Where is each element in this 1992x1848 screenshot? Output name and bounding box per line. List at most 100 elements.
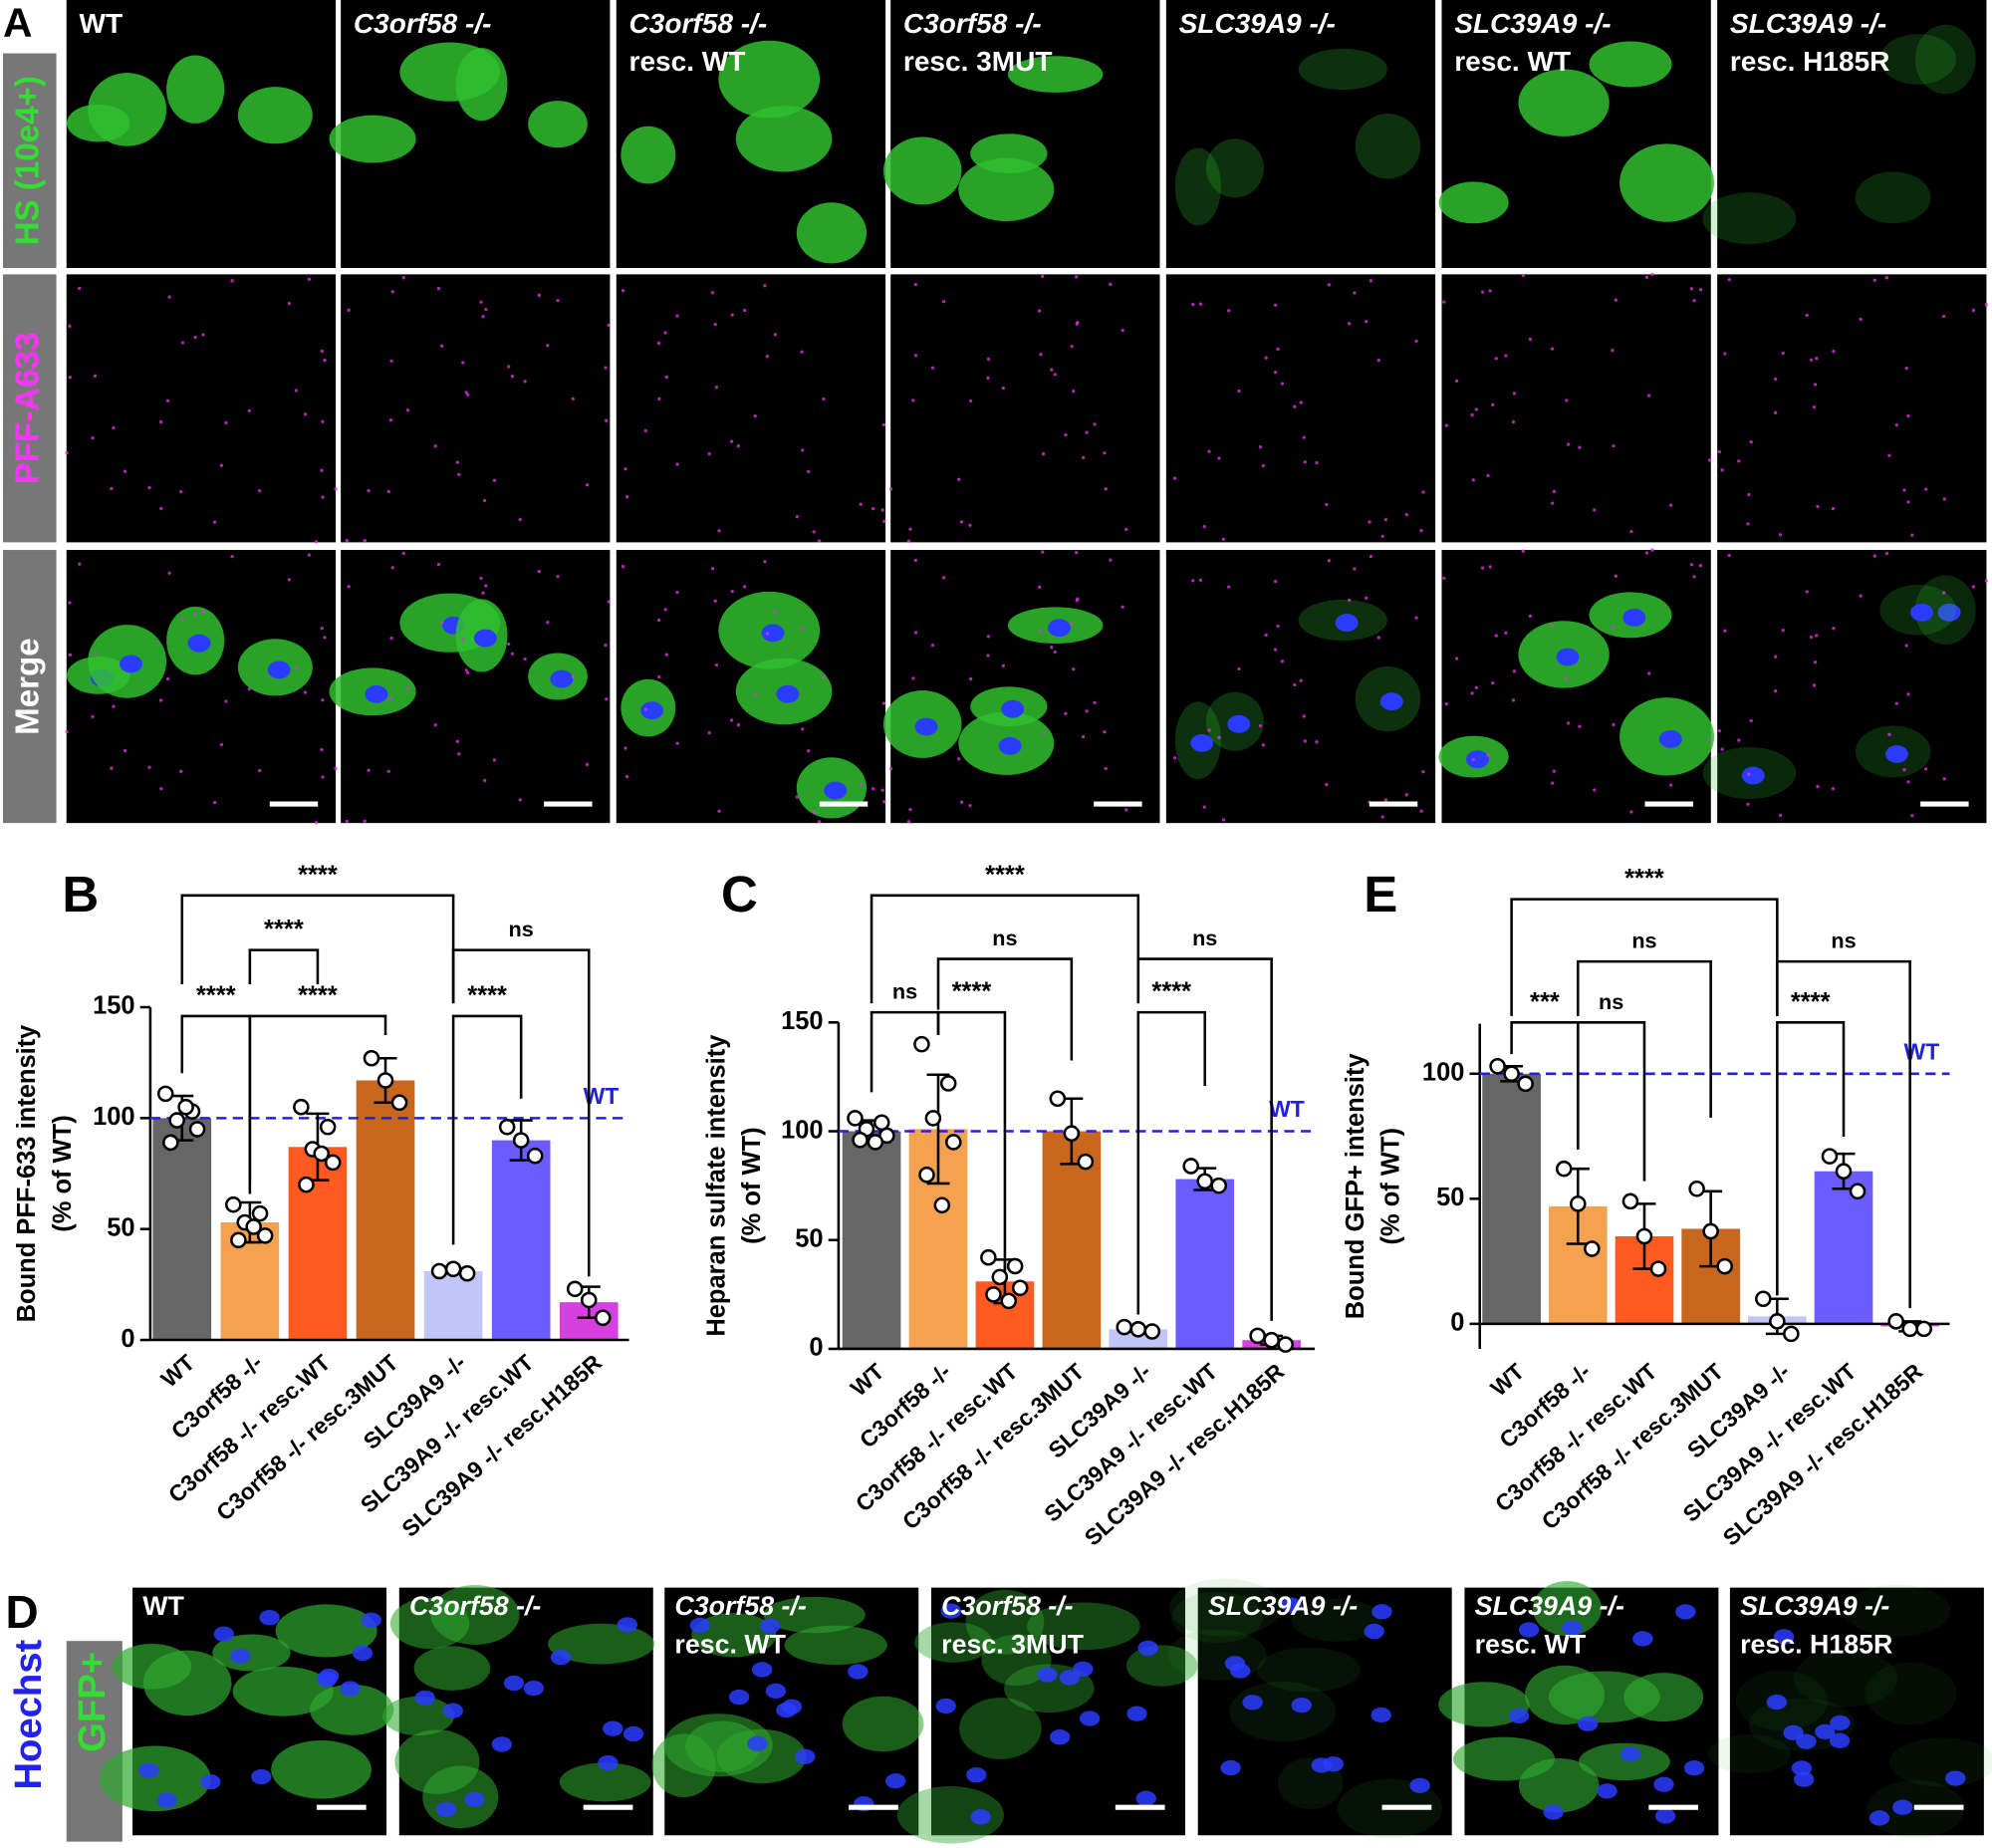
puncta [1552, 489, 1557, 494]
cell [1007, 56, 1104, 93]
cell [413, 1646, 491, 1691]
image-background [1729, 1587, 1984, 1836]
puncta [179, 769, 183, 774]
puncta [742, 308, 747, 313]
puncta [621, 288, 625, 293]
nucleus [340, 1681, 361, 1697]
puncta [68, 324, 72, 328]
puncta [405, 686, 410, 690]
micrograph [65, 550, 338, 825]
puncta [675, 741, 679, 745]
x-tick-label: WT [1485, 1358, 1529, 1401]
puncta [1488, 565, 1492, 569]
puncta [1293, 404, 1297, 408]
significance-label: **** [1791, 988, 1831, 1016]
puncta [1202, 805, 1206, 809]
significance-label: ns [1599, 989, 1623, 1014]
nucleus [1783, 1724, 1804, 1740]
puncta [440, 621, 444, 625]
puncta [212, 800, 217, 805]
puncta [1872, 278, 1876, 282]
y-tick-label: 50 [795, 1224, 823, 1252]
puncta [1831, 787, 1836, 791]
puncta [212, 520, 217, 524]
cell [1879, 34, 1957, 85]
puncta [1261, 463, 1265, 468]
data-point [1517, 1075, 1534, 1093]
cell [430, 1585, 520, 1645]
cell [842, 1696, 924, 1752]
significance-label: **** [952, 978, 992, 1006]
puncta [800, 627, 804, 632]
puncta [913, 631, 918, 635]
puncta [1747, 772, 1751, 777]
puncta [1104, 487, 1108, 491]
puncta [1550, 624, 1555, 628]
nucleus [138, 1762, 159, 1778]
puncta [880, 508, 884, 512]
puncta [1809, 635, 1814, 640]
column-label: resc. WT [674, 1629, 786, 1659]
puncta [1551, 781, 1555, 785]
puncta [968, 398, 973, 403]
puncta [1488, 289, 1492, 293]
puncta [1521, 273, 1525, 278]
puncta [1104, 766, 1108, 771]
puncta [389, 359, 393, 364]
cell [1844, 1584, 1951, 1637]
puncta [224, 699, 228, 703]
cell [1027, 1602, 1140, 1651]
puncta [1773, 688, 1778, 693]
nucleus [1910, 603, 1933, 622]
puncta [1001, 386, 1005, 391]
puncta [440, 344, 444, 348]
data-point [566, 1280, 584, 1298]
panel-letter: B [62, 866, 99, 923]
puncta [1805, 590, 1809, 594]
puncta [1773, 410, 1778, 414]
nucleus [1281, 1597, 1303, 1613]
puncta [621, 564, 625, 569]
puncta [466, 393, 470, 397]
nucleus [1619, 1746, 1641, 1762]
nucleus [365, 684, 388, 703]
cell [796, 202, 868, 264]
puncta [607, 600, 611, 604]
puncta [1299, 678, 1303, 682]
puncta [1258, 723, 1263, 728]
puncta [314, 540, 319, 544]
puncta [872, 787, 875, 791]
bar [491, 1140, 551, 1341]
micrograph [66, 0, 337, 269]
puncta [518, 798, 522, 802]
stain-label: Hoechst [7, 1639, 50, 1789]
puncta [675, 314, 679, 318]
puncta [1707, 737, 1712, 741]
nucleus [1371, 1604, 1392, 1620]
puncta [1727, 553, 1731, 558]
puncta [464, 391, 468, 395]
puncta [986, 376, 990, 381]
micrograph [651, 1587, 924, 1836]
significance-bracket: ns [1577, 989, 1646, 1182]
puncta [1894, 423, 1898, 427]
nucleus [251, 1768, 272, 1785]
puncta [112, 425, 116, 430]
puncta [957, 757, 961, 761]
data-point [1887, 1313, 1904, 1330]
cell [88, 73, 167, 146]
cell [271, 1739, 372, 1799]
puncta [1816, 784, 1820, 789]
puncta [729, 439, 734, 443]
column-label: C3orf58 -/- [409, 1591, 541, 1621]
micrograph [1707, 1584, 1992, 1839]
puncta [707, 451, 711, 456]
puncta [1902, 768, 1906, 772]
nucleus [751, 1662, 773, 1678]
nucleus [1675, 1604, 1696, 1620]
puncta [258, 489, 262, 493]
puncta [1644, 551, 1649, 555]
y-axis-label: (% of WT) [49, 1115, 77, 1231]
puncta [1419, 528, 1423, 533]
cell [1589, 41, 1672, 88]
